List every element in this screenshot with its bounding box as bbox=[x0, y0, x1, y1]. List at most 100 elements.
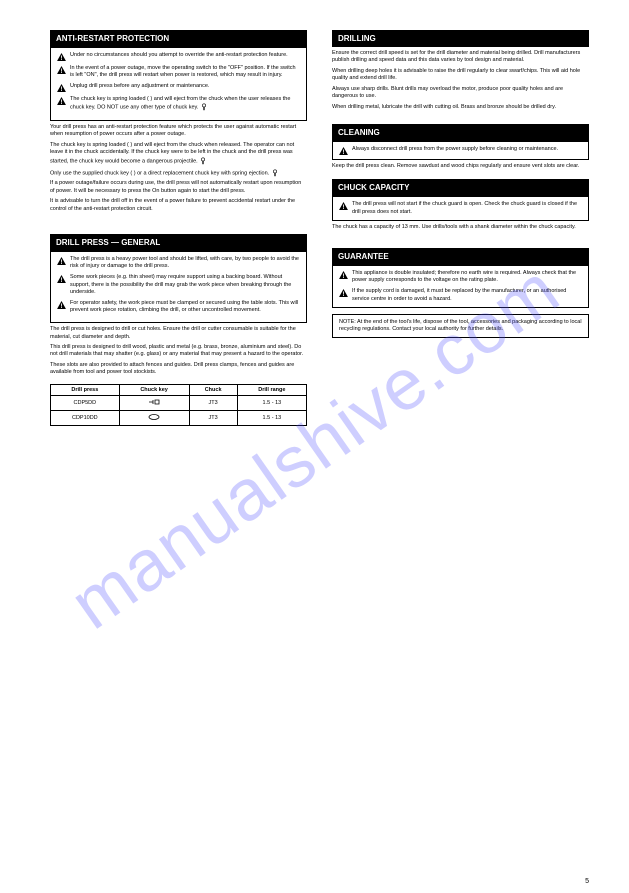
svg-text:!: ! bbox=[60, 86, 62, 92]
warning-icon: ! bbox=[57, 257, 66, 265]
spacer bbox=[332, 114, 589, 124]
warning-text: The drill press will not start if the ch… bbox=[352, 201, 582, 215]
left-column: ANTI-RESTART PROTECTION ! Under no circu… bbox=[50, 30, 307, 426]
table-cell bbox=[119, 410, 189, 425]
svg-text:!: ! bbox=[60, 303, 62, 309]
warning-item: ! This appliance is double insulated; th… bbox=[339, 270, 582, 284]
svg-text:!: ! bbox=[342, 204, 344, 210]
warning-item: ! Always disconnect drill press from the… bbox=[339, 146, 582, 155]
warning-text: The chuck key is spring loaded ( ) and w… bbox=[70, 96, 300, 112]
paragraph: If a power outage/failure occurs during … bbox=[50, 180, 307, 195]
warning-item: ! Unplug drill press before any adjustme… bbox=[57, 83, 300, 92]
warning-icon: ! bbox=[57, 66, 66, 74]
table-cell: CDP10DD bbox=[51, 410, 120, 425]
key-type-icon bbox=[148, 413, 160, 421]
warning-box-guarantee: ! This appliance is double insulated; th… bbox=[332, 265, 589, 308]
chuck-key-icon bbox=[271, 169, 279, 177]
warning-box-general: ! The drill press is a heavy power tool … bbox=[50, 251, 307, 323]
section-header-guarantee: GUARANTEE bbox=[332, 248, 589, 265]
warning-icon: ! bbox=[57, 301, 66, 309]
body-text-drilling: Ensure the correct drill speed is set fo… bbox=[332, 50, 589, 114]
section-header-general: DRILL PRESS — GENERAL bbox=[50, 234, 307, 251]
paragraph: Ensure the correct drill speed is set fo… bbox=[332, 50, 589, 65]
body-text-general: The drill press is designed to drill or … bbox=[50, 326, 307, 380]
svg-text:!: ! bbox=[60, 99, 62, 105]
note-text: NOTE: At the end of the tool's life, dis… bbox=[339, 319, 582, 333]
warning-text: Unplug drill press before any adjustment… bbox=[70, 83, 300, 90]
svg-text:!: ! bbox=[342, 291, 344, 297]
table-header: Chuck bbox=[189, 384, 237, 395]
page-number: 5 bbox=[585, 878, 589, 885]
warning-icon: ! bbox=[339, 202, 348, 210]
warning-item: ! For operator safety, the work piece mu… bbox=[57, 300, 300, 314]
warning-icon: ! bbox=[339, 289, 348, 297]
section-header-chuck: CHUCK CAPACITY bbox=[332, 179, 589, 196]
warning-text: If the supply cord is damaged, it must b… bbox=[352, 288, 582, 302]
table-cell: 1.5 - 13 bbox=[237, 395, 306, 410]
warning-text: In the event of a power outage, move the… bbox=[70, 65, 300, 79]
body-text-antirestart: Your drill press has an anti-restart pro… bbox=[50, 124, 307, 216]
paragraph: The drill press is designed to drill or … bbox=[50, 326, 307, 341]
paragraph: The chuck has a capacity of 13 mm. Use d… bbox=[332, 224, 589, 231]
body-text-cleaning: Keep the drill press clean. Remove sawdu… bbox=[332, 163, 589, 173]
paragraph: These slots are also provided to attach … bbox=[50, 362, 307, 377]
warning-icon: ! bbox=[57, 97, 66, 105]
paragraph-span: Only use the supplied chuck key ( ) or a… bbox=[50, 170, 269, 176]
warning-item: ! Some work pieces (e.g. thin sheet) may… bbox=[57, 274, 300, 295]
warning-icon: ! bbox=[57, 84, 66, 92]
table-row: Drill press Chuck key Chuck Drill range bbox=[51, 384, 307, 395]
paragraph: It is advisable to turn the drill off in… bbox=[50, 198, 307, 213]
svg-text:!: ! bbox=[342, 149, 344, 155]
warning-text: For operator safety, the work piece must… bbox=[70, 300, 300, 314]
spec-table: Drill press Chuck key Chuck Drill range … bbox=[50, 384, 307, 426]
warning-item: ! The drill press will not start if the … bbox=[339, 201, 582, 215]
table-header: Drill range bbox=[237, 384, 306, 395]
key-type-icon bbox=[148, 398, 160, 406]
paragraph: Only use the supplied chuck key ( ) or a… bbox=[50, 169, 307, 178]
section-header-cleaning: CLEANING bbox=[332, 124, 589, 141]
warning-text: Always disconnect drill press from the p… bbox=[352, 146, 582, 153]
table-cell: 1.5 - 13 bbox=[237, 410, 306, 425]
chuck-key-icon bbox=[200, 103, 208, 111]
paragraph: When drilling deep holes it is advisable… bbox=[332, 68, 589, 83]
warning-item: ! The drill press is a heavy power tool … bbox=[57, 256, 300, 270]
warning-item: ! Under no circumstances should you atte… bbox=[57, 52, 300, 61]
note-box-guarantee: NOTE: At the end of the tool's life, dis… bbox=[332, 314, 589, 338]
page-content: ANTI-RESTART PROTECTION ! Under no circu… bbox=[0, 0, 629, 446]
paragraph: Keep the drill press clean. Remove sawdu… bbox=[332, 163, 589, 170]
warning-icon: ! bbox=[57, 53, 66, 61]
paragraph: This drill press is designed to drill wo… bbox=[50, 344, 307, 359]
paragraph: Always use sharp drills. Blunt drills ma… bbox=[332, 86, 589, 101]
svg-text:!: ! bbox=[60, 55, 62, 61]
table-row: CDP5DD JT3 1.5 - 13 bbox=[51, 395, 307, 410]
warning-text: This appliance is double insulated; ther… bbox=[352, 270, 582, 284]
warning-icon: ! bbox=[339, 271, 348, 279]
spacer bbox=[50, 216, 307, 234]
spacer bbox=[332, 234, 589, 248]
warning-item: ! If the supply cord is damaged, it must… bbox=[339, 288, 582, 302]
table-cell: JT3 bbox=[189, 410, 237, 425]
svg-text:!: ! bbox=[60, 259, 62, 265]
warning-box-cleaning: ! Always disconnect drill press from the… bbox=[332, 141, 589, 160]
chuck-key-icon bbox=[199, 157, 207, 165]
paragraph: The chuck key is spring loaded ( ) and w… bbox=[50, 142, 307, 166]
svg-text:!: ! bbox=[342, 273, 344, 279]
table-cell bbox=[119, 395, 189, 410]
table-header: Drill press bbox=[51, 384, 120, 395]
svg-text:!: ! bbox=[60, 68, 62, 74]
table-cell: JT3 bbox=[189, 395, 237, 410]
paragraph: Your drill press has an anti-restart pro… bbox=[50, 124, 307, 139]
warning-text: Under no circumstances should you attemp… bbox=[70, 52, 300, 59]
warning-box-chuck: ! The drill press will not start if the … bbox=[332, 196, 589, 220]
svg-text:!: ! bbox=[60, 278, 62, 284]
warning-text: Some work pieces (e.g. thin sheet) may r… bbox=[70, 274, 300, 295]
table-header: Chuck key bbox=[119, 384, 189, 395]
warning-item: ! In the event of a power outage, move t… bbox=[57, 65, 300, 79]
warning-text: The drill press is a heavy power tool an… bbox=[70, 256, 300, 270]
paragraph-span: The chuck key is spring loaded ( ) and w… bbox=[50, 142, 294, 164]
warning-icon: ! bbox=[57, 275, 66, 283]
paragraph: When drilling metal, lubricate the drill… bbox=[332, 104, 589, 111]
warning-box-antirestart: ! Under no circumstances should you atte… bbox=[50, 47, 307, 121]
section-header-drilling: DRILLING bbox=[332, 30, 589, 47]
body-text-chuck: The chuck has a capacity of 13 mm. Use d… bbox=[332, 224, 589, 234]
